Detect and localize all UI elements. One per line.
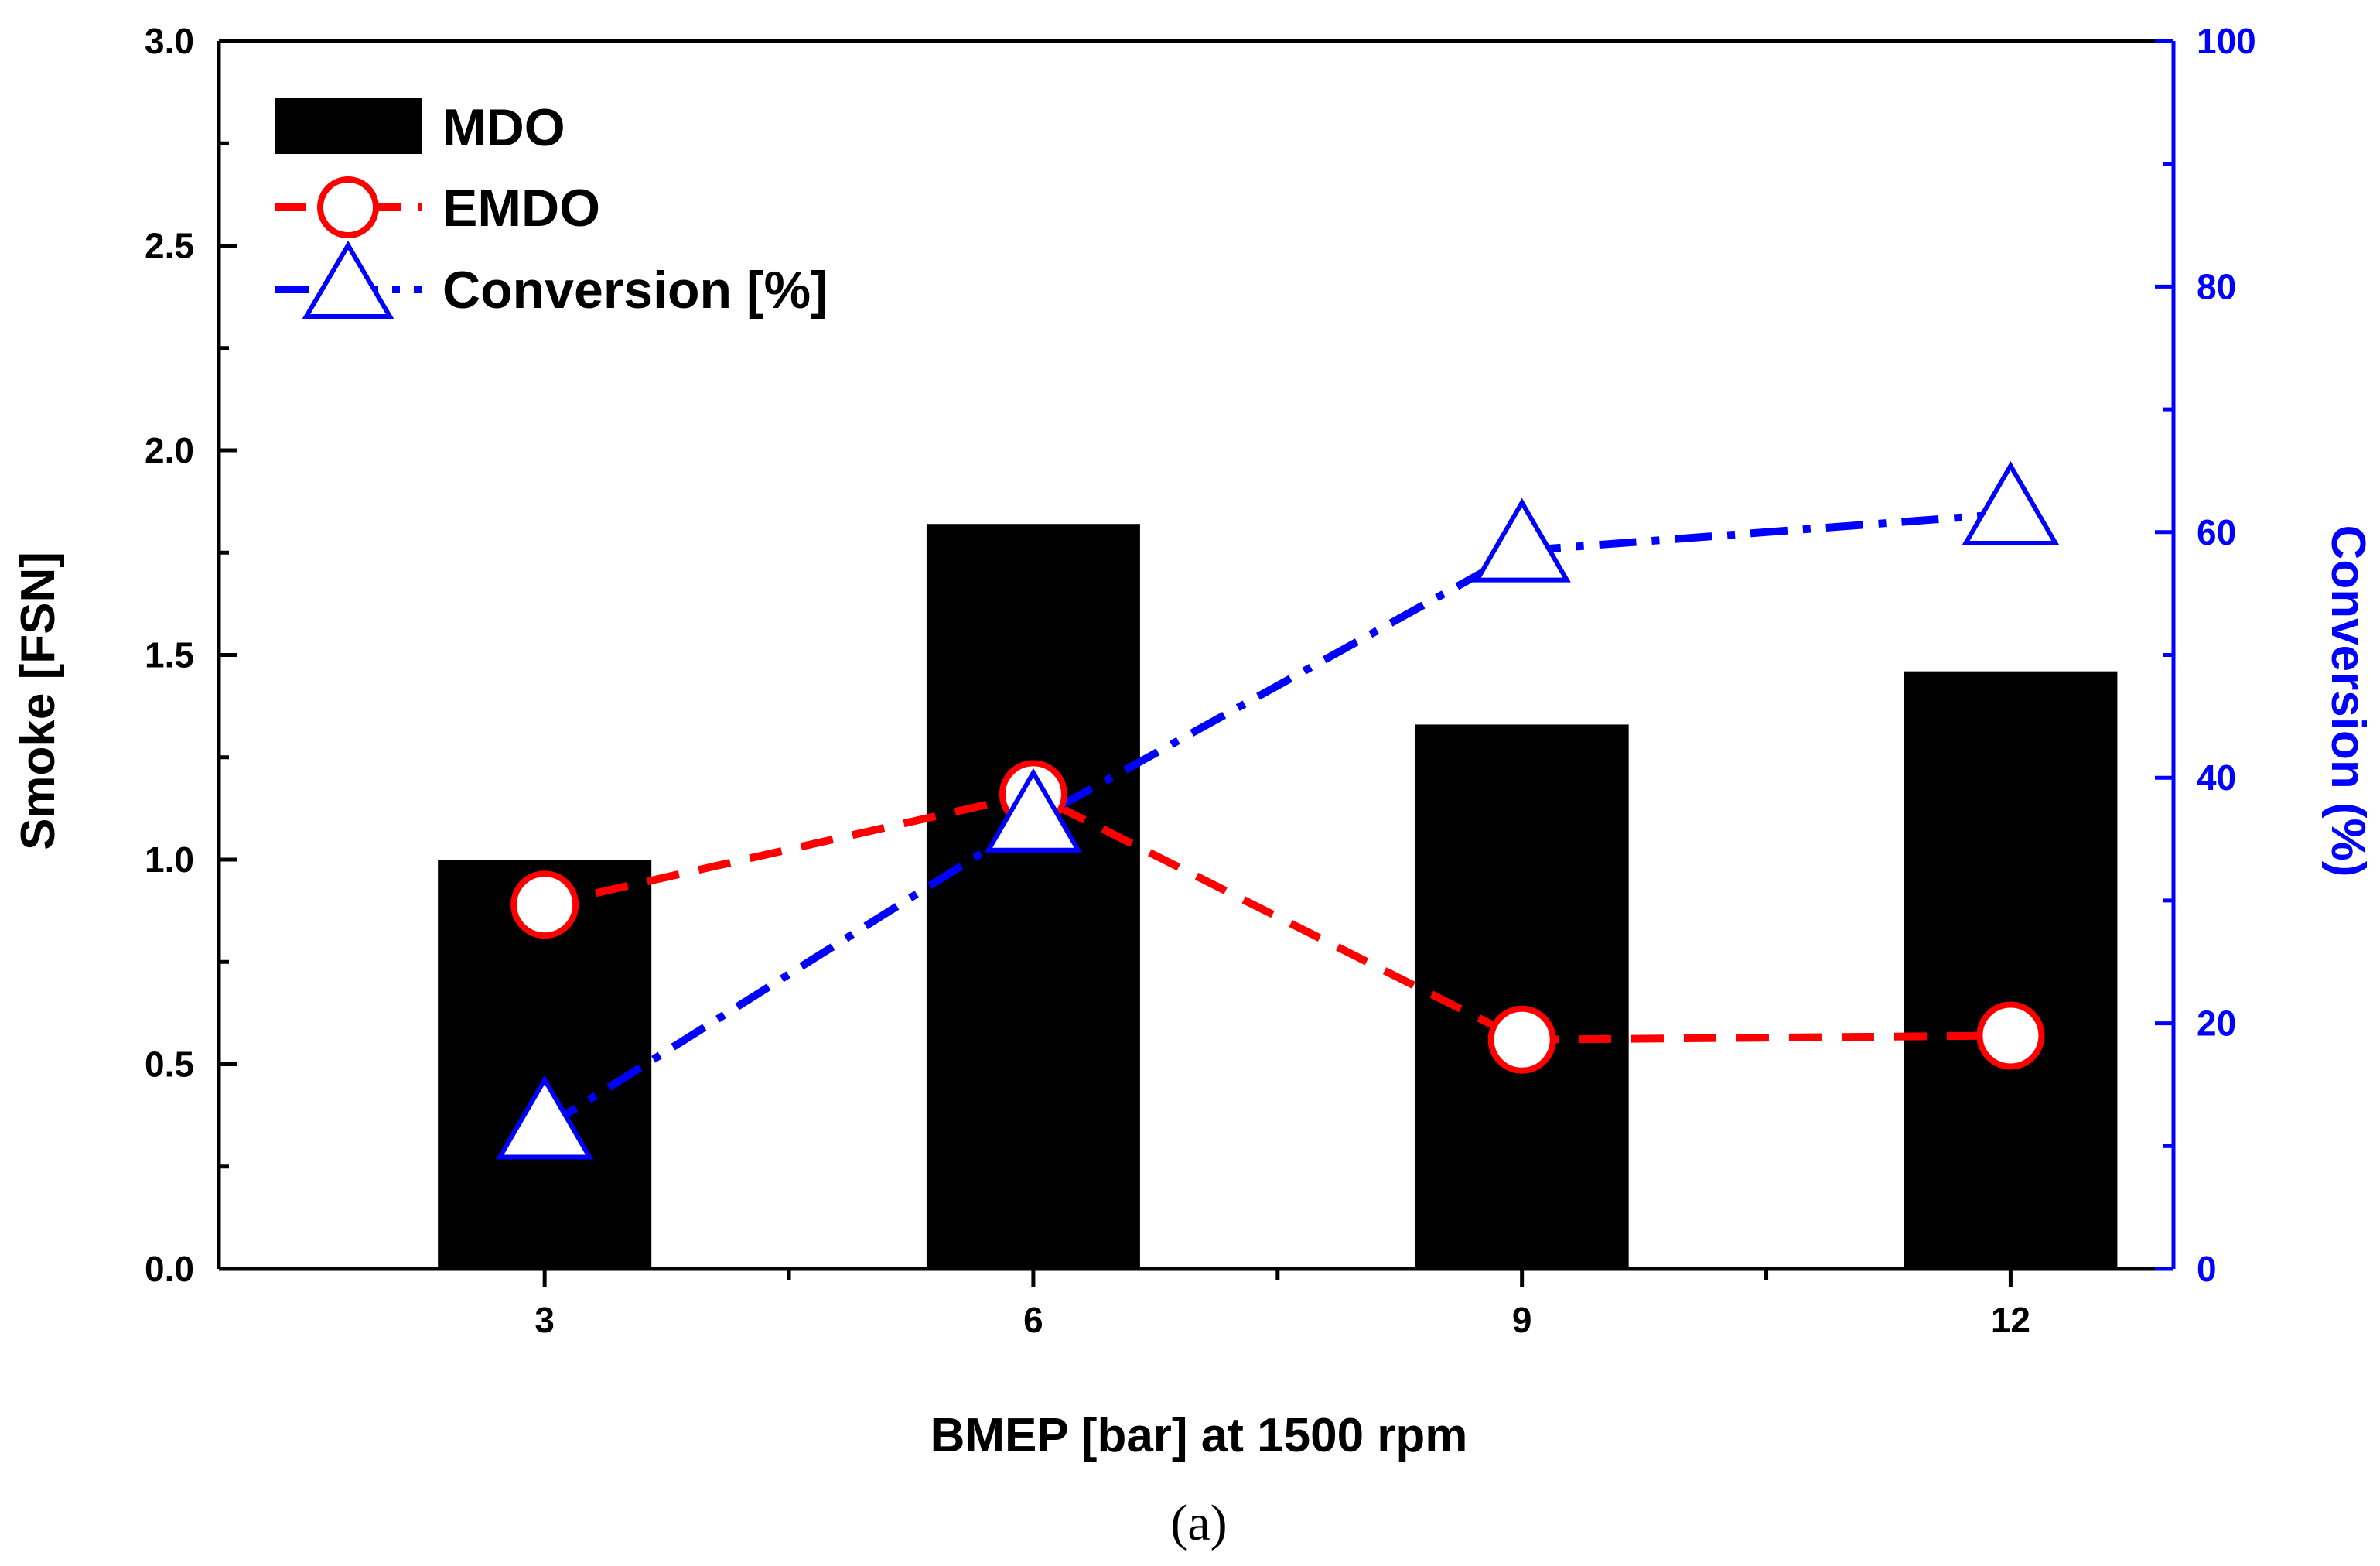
marker-emdo xyxy=(510,870,579,939)
marker-conversion xyxy=(984,768,1083,853)
y-left-tick-label: 1.5 xyxy=(145,635,194,675)
y-left-tick-label: 3.0 xyxy=(145,21,194,61)
x-axis-title: BMEP [bar] at 1500 rpm xyxy=(930,1409,1468,1462)
y-right-tick-label: 20 xyxy=(2197,1004,2236,1044)
legend-label-mdo: MDO xyxy=(442,98,565,157)
bars-layer xyxy=(438,524,2118,1269)
y-left-tick-label: 2.0 xyxy=(145,430,194,470)
y-axis-left-title: Smoke [FSN] xyxy=(12,552,65,850)
legend: MDO EMDO Conversion [%] xyxy=(275,98,828,320)
y-axis-right-title: Conversion (%) xyxy=(2321,525,2375,877)
bar-mdo xyxy=(1415,724,1629,1269)
x-tick-label: 12 xyxy=(1991,1300,2030,1340)
y-right-tick-label: 80 xyxy=(2197,266,2236,306)
marker-emdo xyxy=(1976,1001,2045,1070)
marker-emdo xyxy=(1487,1005,1556,1074)
ticks-layer: 0.0 0.5 1.0 1.5 2.0 2.5 3.0 0 20 40 60 80 100 3 6 9 12 xyxy=(145,21,2256,1340)
bar-mdo xyxy=(926,524,1140,1269)
legend-label-conversion: Conversion [%] xyxy=(442,261,828,320)
y-right-tick-label: 60 xyxy=(2197,512,2236,552)
x-tick-label: 3 xyxy=(534,1300,555,1340)
y-right-tick-label: 0 xyxy=(2197,1249,2217,1289)
marker-conversion xyxy=(1473,497,1571,583)
bar-mdo xyxy=(1904,671,2118,1269)
y-left-tick-label: 1.0 xyxy=(145,839,194,880)
legend-marker-conversion xyxy=(302,241,394,319)
y-left-tick-label: 0.5 xyxy=(145,1045,194,1085)
legend-marker-emdo xyxy=(317,176,379,238)
lines-layer xyxy=(542,510,2011,1131)
legend-swatch-mdo xyxy=(275,98,422,154)
x-tick-label: 6 xyxy=(1023,1300,1043,1340)
markers-layer xyxy=(495,461,2060,1160)
y-left-tick-label: 0.0 xyxy=(145,1249,194,1289)
figure-caption: (a) xyxy=(1170,1495,1227,1551)
marker-conversion xyxy=(1962,461,2060,545)
y-right-tick-label: 100 xyxy=(2197,21,2256,61)
y-left-tick-label: 2.5 xyxy=(145,226,194,266)
marker-conversion xyxy=(495,1075,594,1160)
series-line-conversion xyxy=(542,510,2011,1131)
series-line-emdo xyxy=(544,790,2011,1044)
y-right-tick-label: 40 xyxy=(2197,757,2236,798)
legend-label-emdo: EMDO xyxy=(442,179,600,238)
x-tick-label: 9 xyxy=(1512,1300,1532,1340)
